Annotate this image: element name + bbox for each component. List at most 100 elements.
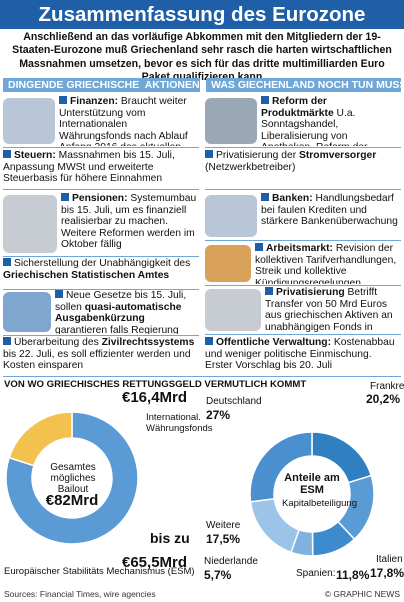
bullet bbox=[61, 193, 69, 201]
item-text: Stromversorger bbox=[298, 150, 377, 161]
icon bbox=[205, 289, 261, 331]
value-label: €16,4Mrd bbox=[122, 389, 188, 406]
item-text: Kostenabbau und weniger politische Einmi… bbox=[205, 337, 395, 372]
value-label: €65,5Mrd bbox=[122, 554, 188, 571]
item-text: Sicherstellung der Unabhängigkeit des bbox=[14, 258, 191, 269]
item-text: Griechischen Statistischen Amtes bbox=[3, 269, 170, 281]
item: Überarbeitung des Zivilrechtssystems bis… bbox=[3, 337, 199, 375]
item-text: Handlungsbedarf bei faulen Krediten und … bbox=[261, 193, 398, 228]
pie-slice bbox=[5, 411, 139, 545]
item: Steuern: Massnahmen bis 15. Juli, Anpass… bbox=[3, 150, 199, 188]
item-text: Privatisierung der bbox=[216, 150, 299, 161]
item-text: Öffentliche Verwaltung: bbox=[216, 337, 331, 348]
pie-slice bbox=[249, 431, 313, 503]
source: Sources: Financial Times, wire agencies bbox=[4, 589, 156, 599]
item-text: Betrifft Transfer von 50 Mrd Euros aus g… bbox=[265, 287, 393, 333]
separator bbox=[205, 240, 401, 241]
item-text: (Netzwerkbetreiber) bbox=[205, 161, 296, 173]
bullet bbox=[205, 337, 213, 345]
category-label: Europäischer Stabilitäts Mechanismus (ES… bbox=[4, 566, 195, 577]
separator bbox=[205, 285, 401, 286]
item-text: U.a. Sonntagshandel, Liberalisierung von… bbox=[261, 107, 367, 146]
bullet bbox=[261, 96, 269, 104]
item-text: Massnahmen bis 15. Juli, Anpassung MWSt … bbox=[3, 150, 175, 185]
value-label: 27% bbox=[206, 408, 231, 422]
separator bbox=[205, 147, 401, 148]
item-text: garantieren falls Regierung hohe Budgetz… bbox=[55, 324, 179, 334]
item: Pensionen: Systemumbau bis 15. Juli, um … bbox=[61, 193, 199, 255]
item-text: Pensionen: bbox=[72, 193, 128, 204]
icon bbox=[205, 245, 251, 282]
value-label: 20,2% bbox=[366, 392, 401, 406]
column-title: DINGENDE GRIECHISCHE AKTIONEN bbox=[3, 78, 200, 92]
item: Privatisierung Betrifft Transfer von 50 … bbox=[265, 287, 401, 333]
value-label: 5,7% bbox=[204, 568, 232, 582]
item-text: quasi-automatische Ausgabenkürzung bbox=[55, 301, 182, 325]
bullet bbox=[55, 290, 63, 298]
item: Neue Gesetze bis 15. Juli, sollen quasi-… bbox=[55, 290, 199, 334]
bullet bbox=[3, 337, 11, 345]
category-label: Weitere bbox=[206, 520, 241, 531]
item-text: Arbeitsmarkt: bbox=[266, 243, 333, 254]
bullet bbox=[265, 287, 273, 295]
item-text: Privatisierung bbox=[276, 287, 345, 298]
value-label: 17,8% bbox=[370, 566, 404, 580]
center-sublabel: Kapitalbeteiligung bbox=[282, 498, 358, 509]
separator bbox=[3, 289, 199, 290]
item-text: Zivilrechtssystems bbox=[101, 337, 195, 348]
item-text: Reform der Produktmärkte bbox=[261, 96, 334, 119]
bullet bbox=[3, 150, 11, 158]
separator bbox=[3, 335, 199, 336]
bullet bbox=[205, 150, 213, 158]
bullet bbox=[261, 193, 269, 201]
item: Arbeitsmarkt: Revision der kollektiven T… bbox=[255, 243, 401, 284]
separator bbox=[205, 334, 401, 335]
column-title: WAS GIECHENLAND NOCH TUN MUSS bbox=[206, 78, 404, 92]
center-label: Gesamtes mögliches Bailout bbox=[50, 462, 96, 495]
item-text: Systemumbau bis 15. Juli, um es finanzie… bbox=[61, 193, 197, 251]
category-label: Spanien: bbox=[296, 568, 336, 579]
separator bbox=[3, 256, 199, 257]
bullet bbox=[59, 96, 67, 104]
center-label: Anteile am ESM bbox=[284, 472, 340, 496]
item-text: Steuern: bbox=[14, 150, 56, 161]
value-label: 17,5% bbox=[206, 532, 241, 546]
icon bbox=[3, 98, 55, 144]
item-text: bis 22. Juli, es soll effizienter werden… bbox=[3, 348, 191, 372]
item-text: Braucht weiter Unterstützung vom Interna… bbox=[59, 96, 188, 146]
separator bbox=[3, 189, 199, 190]
pie-slice bbox=[8, 411, 73, 467]
item: Finanzen: Braucht weiter Unterstützung v… bbox=[59, 96, 199, 146]
item: Öffentliche Verwaltung: Kostenabbau und … bbox=[205, 337, 401, 375]
category-label: Italien bbox=[376, 554, 403, 565]
center-total: €82Mrd bbox=[45, 492, 99, 509]
category-label: Niederlande bbox=[204, 556, 258, 567]
title: Zusammenfassung des Eurozone Abkommens bbox=[0, 0, 404, 55]
credit: © GRAPHIC NEWS bbox=[324, 589, 400, 599]
separator bbox=[205, 189, 401, 190]
icon bbox=[205, 98, 257, 144]
item-text: Finanzen: bbox=[70, 96, 119, 107]
icon bbox=[205, 195, 257, 237]
item: Banken: Handlungsbedarf bei faulen Kredi… bbox=[261, 193, 401, 239]
charts-title: VON WO GRIECHISCHES RETTUNGSGELD VERMUTL… bbox=[4, 379, 307, 390]
item-text: Banken: bbox=[272, 193, 313, 204]
bullet bbox=[3, 258, 11, 266]
item: Reform der Produktmärkte U.a. Sonntagsha… bbox=[261, 96, 401, 146]
item-text: Überarbeitung des bbox=[14, 337, 102, 348]
category-label: International. Währungsfonds bbox=[146, 412, 213, 434]
category-label: Frankreich bbox=[370, 381, 404, 392]
annotation: bis zu bbox=[150, 530, 190, 546]
item: Sicherstellung der Unabhängigkeit des Gr… bbox=[3, 258, 199, 288]
bullet bbox=[255, 243, 263, 251]
icon bbox=[3, 292, 51, 332]
item-text: Revision der kollektiven Tarifverhandlun… bbox=[255, 243, 397, 284]
separator bbox=[3, 147, 199, 148]
item-text: Neue Gesetze bis 15. Juli, sollen bbox=[55, 290, 187, 313]
item: Privatisierung der Stromversorger (Netzw… bbox=[205, 150, 401, 188]
separator bbox=[3, 376, 401, 377]
category-label: Deutschland bbox=[206, 396, 262, 407]
icon bbox=[3, 195, 57, 253]
